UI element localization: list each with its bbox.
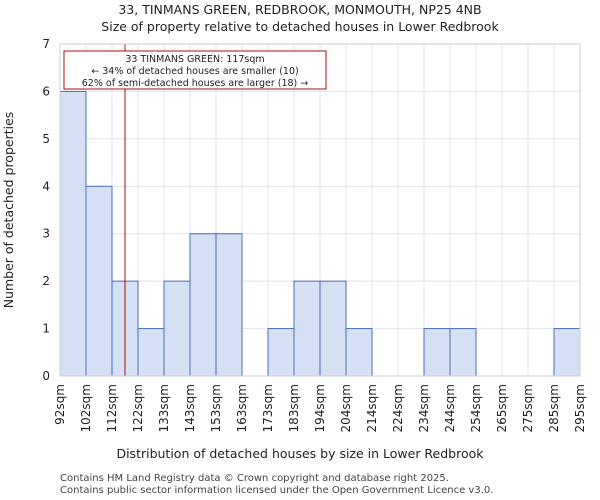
x-tick-label: 244sqm bbox=[443, 384, 457, 432]
histogram-bar bbox=[267, 328, 295, 377]
x-tick-label: 163sqm bbox=[235, 384, 249, 432]
histogram-bar bbox=[345, 328, 373, 377]
x-tick-label: 143sqm bbox=[183, 384, 197, 432]
x-tick-label: 234sqm bbox=[417, 384, 431, 432]
x-tick-label: 112sqm bbox=[105, 384, 119, 432]
x-tick-label: 92sqm bbox=[53, 384, 67, 425]
x-tick-label: 153sqm bbox=[209, 384, 223, 432]
histogram-bar bbox=[163, 280, 191, 377]
y-tick-label: 4 bbox=[42, 179, 50, 193]
histogram-bar bbox=[553, 328, 581, 377]
x-tick-label: 102sqm bbox=[79, 384, 93, 432]
y-tick-label: 5 bbox=[42, 132, 50, 146]
y-tick-label: 1 bbox=[42, 322, 50, 336]
annotation-text: 33 TINMANS GREEN: 117sqm bbox=[125, 54, 264, 65]
chart-subtitle: Size of property relative to detached ho… bbox=[101, 19, 499, 34]
histogram-bar bbox=[215, 233, 243, 377]
histogram-bar bbox=[137, 328, 165, 377]
footer-copyright: Contains HM Land Registry data © Crown c… bbox=[60, 473, 449, 484]
x-tick-label: 173sqm bbox=[261, 384, 275, 432]
x-axis-label: Distribution of detached houses by size … bbox=[116, 446, 484, 461]
x-tick-label: 265sqm bbox=[495, 384, 509, 432]
y-tick-label: 6 bbox=[42, 84, 50, 98]
footer-licence: Contains public sector information licen… bbox=[60, 485, 494, 496]
annotation-box bbox=[63, 50, 327, 90]
plot-frame bbox=[59, 43, 581, 377]
histogram-bar bbox=[319, 280, 347, 377]
y-tick-label: 2 bbox=[42, 274, 50, 288]
x-tick-label: 194sqm bbox=[313, 384, 327, 432]
chart-title: 33, TINMANS GREEN, REDBROOK, MONMOUTH, N… bbox=[118, 2, 481, 17]
x-tick-label: 183sqm bbox=[287, 384, 301, 432]
x-tick-label: 285sqm bbox=[547, 384, 561, 432]
annotation-text: ← 34% of detached houses are smaller (10… bbox=[91, 66, 298, 77]
x-tick-label: 133sqm bbox=[157, 384, 171, 432]
histogram-bar bbox=[423, 328, 451, 377]
histogram-bar bbox=[85, 185, 113, 377]
x-tick-label: 275sqm bbox=[521, 384, 535, 432]
x-tick-label: 254sqm bbox=[469, 384, 483, 432]
x-tick-label: 224sqm bbox=[391, 384, 405, 432]
x-tick-label: 122sqm bbox=[131, 384, 145, 432]
annotation-text: 62% of semi-detached houses are larger (… bbox=[82, 78, 309, 89]
y-tick-label: 7 bbox=[42, 37, 50, 51]
y-tick-label: 0 bbox=[42, 369, 50, 383]
histogram-bar bbox=[59, 90, 87, 377]
x-tick-label: 204sqm bbox=[339, 384, 353, 432]
x-tick-label: 214sqm bbox=[365, 384, 379, 432]
y-axis-label: Number of detached properties bbox=[1, 112, 16, 309]
histogram-bar bbox=[293, 280, 321, 377]
y-tick-label: 3 bbox=[42, 227, 50, 241]
x-tick-label: 295sqm bbox=[573, 384, 587, 432]
histogram-bar bbox=[189, 233, 217, 377]
histogram-bar bbox=[449, 328, 477, 377]
